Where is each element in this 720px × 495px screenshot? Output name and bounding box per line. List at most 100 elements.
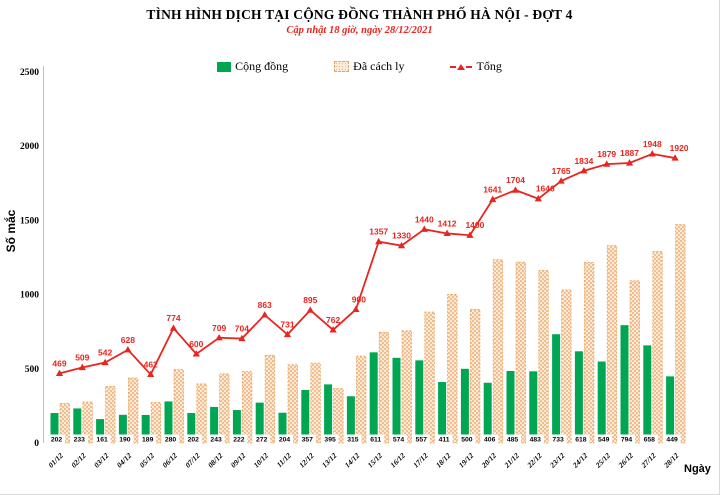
x-date-label: 19/12 xyxy=(457,451,476,470)
bars-layer xyxy=(50,224,686,444)
bar-value-box xyxy=(344,434,362,444)
bar-community xyxy=(278,412,287,443)
total-marker xyxy=(671,154,679,161)
axis-layer: 0 500 1000 1500 2000 2500 xyxy=(20,66,44,449)
bar-value-label: 794 xyxy=(621,437,633,444)
total-marker xyxy=(215,333,223,341)
total-marker xyxy=(352,305,360,313)
x-date-label: 08/12 xyxy=(206,451,225,470)
bar-quarantine xyxy=(150,402,162,444)
bar-value-label: 549 xyxy=(598,437,610,444)
y-tick-label: 1000 xyxy=(20,291,39,301)
legend: Cộng đồng Đã cách ly Tổng xyxy=(0,59,719,74)
bar-value-label: 243 xyxy=(210,437,222,444)
bar-value-box xyxy=(70,434,88,444)
total-marker xyxy=(648,150,656,157)
bar-value-label: 500 xyxy=(461,437,473,444)
total-marker xyxy=(124,346,132,353)
total-marker xyxy=(420,225,428,232)
x-date-label: 01/12 xyxy=(46,451,65,470)
total-marker xyxy=(78,363,86,371)
total-marker xyxy=(238,334,246,342)
quarantine-swatch-icon xyxy=(334,61,350,72)
bar-value-label: 204 xyxy=(279,437,291,444)
total-marker xyxy=(466,231,474,238)
bar-community xyxy=(369,352,378,443)
total-value-label: 731 xyxy=(280,320,294,330)
total-marker xyxy=(580,167,588,174)
bar-value-box xyxy=(321,434,339,444)
bar-quarantine xyxy=(538,270,549,444)
x-date-label: 03/12 xyxy=(92,451,111,470)
legend-item-community: Cộng đồng xyxy=(217,59,288,74)
total-line xyxy=(59,152,676,377)
bar-value-box xyxy=(207,434,225,444)
total-value-label: 774 xyxy=(166,313,180,323)
bar-value-box xyxy=(572,434,590,444)
bar-value-label: 733 xyxy=(552,437,564,444)
bar-value-box xyxy=(504,434,521,444)
bar-value-box xyxy=(276,434,293,444)
x-date-label: 28/12 xyxy=(661,451,680,470)
x-date-label: 06/12 xyxy=(160,451,179,470)
total-marker xyxy=(625,159,634,166)
x-date-label: 25/12 xyxy=(593,451,612,470)
total-marker xyxy=(169,324,178,331)
total-value-label: 1641 xyxy=(483,184,502,194)
bar-value-label: 658 xyxy=(644,437,656,444)
bar-value-box xyxy=(663,434,681,444)
bar-community xyxy=(392,357,401,443)
total-marker xyxy=(511,186,520,193)
total-value-label: 1765 xyxy=(552,166,571,176)
bar-quarantine xyxy=(241,371,253,444)
bar-quarantine xyxy=(219,373,230,444)
total-marker xyxy=(101,358,109,366)
y-tick-label: 0 xyxy=(34,439,39,449)
total-marker xyxy=(534,194,542,202)
bar-value-label: 485 xyxy=(507,437,519,444)
legend-label-community: Cộng đồng xyxy=(235,59,289,73)
total-value-label: 1330 xyxy=(392,231,411,241)
bar-value-box xyxy=(549,434,567,444)
bar-quarantine xyxy=(127,377,139,444)
total-value-label: 895 xyxy=(303,295,317,305)
x-date-label: 13/12 xyxy=(320,451,339,470)
x-date-label: 11/12 xyxy=(275,451,293,469)
bar-quarantine xyxy=(310,362,321,444)
bar-community xyxy=(255,402,264,443)
bar-value-box xyxy=(458,434,476,444)
bar-quarantine xyxy=(561,289,572,444)
total-marker xyxy=(329,326,337,333)
legend-label-quarantine: Đã cách ly xyxy=(353,59,405,73)
total-value-label: 1400 xyxy=(465,220,484,230)
page-title: TÌNH HÌNH DỊCH TẠI CỘNG ĐỒNG THÀNH PHỐ H… xyxy=(146,7,573,22)
y-tick-label: 2500 xyxy=(20,68,39,78)
total-value-label: 600 xyxy=(189,339,203,349)
total-value-label: 709 xyxy=(212,323,226,333)
bar-quarantine xyxy=(333,388,344,444)
total-value-label: 1879 xyxy=(597,149,616,159)
bar-community xyxy=(643,345,652,443)
bar-quarantine xyxy=(82,401,93,444)
total-value-label: 509 xyxy=(75,352,89,362)
total-value-label: 628 xyxy=(121,335,135,345)
bar-value-label: 557 xyxy=(416,437,428,444)
bar-community xyxy=(301,390,310,443)
x-date-label: 05/12 xyxy=(138,451,157,470)
x-date-label: 24/12 xyxy=(570,451,589,470)
bar-community xyxy=(483,382,492,443)
total-value-label: 863 xyxy=(258,300,272,310)
x-date-label: 02/12 xyxy=(69,451,88,470)
bar-community xyxy=(506,371,515,443)
bar-value-label: 202 xyxy=(51,437,63,444)
bar-quarantine xyxy=(515,261,526,444)
bar-value-label: 395 xyxy=(324,437,336,444)
bar-community xyxy=(141,414,150,443)
bar-value-box xyxy=(412,434,430,444)
labels-layer: 202 01/12 233 02/12 161 03/12 190 04/12 189 05/12… xyxy=(46,139,688,470)
total-value-label: 1887 xyxy=(620,148,639,158)
bar-quarantine xyxy=(606,245,618,444)
y-tick-label: 2000 xyxy=(20,142,39,152)
total-value-label: 1834 xyxy=(574,156,593,166)
